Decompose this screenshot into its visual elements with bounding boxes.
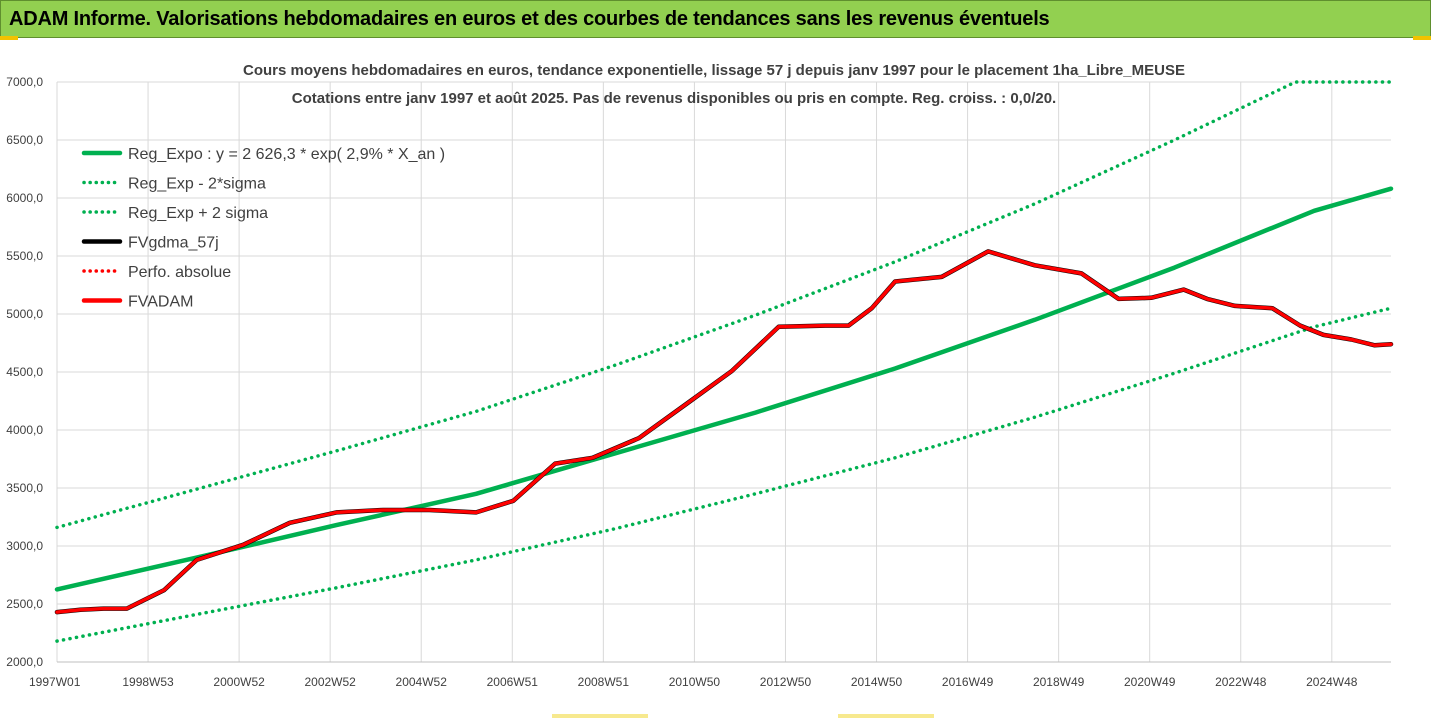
x-tick-label: 1997W01 [29,675,81,689]
x-tick-label: 1998W53 [122,675,174,689]
y-tick-label: 5500,0 [6,249,43,263]
x-tick-label: 2002W52 [304,675,356,689]
x-tick-label: 2014W50 [851,675,903,689]
x-tick-label: 2000W52 [213,675,265,689]
y-tick-label: 7000,0 [6,75,43,89]
series-line-2 [55,80,1393,530]
series-line-3 [54,249,1394,615]
legend-entry: Perfo. absolue [128,264,231,281]
y-tick-label: 3500,0 [6,481,43,495]
legend-entry: FVADAM [128,294,193,311]
x-tick-label: 2012W50 [760,675,812,689]
series-line-1 [55,306,1393,643]
y-axis-ticks: 2000,0 2500,0 3000,0 3500,0 4000,0 4500,0 5000… [6,75,43,669]
y-tick-label: 6500,0 [6,133,43,147]
corner-mark-bottom-left [552,714,648,718]
y-tick-label: 2000,0 [6,655,43,669]
chart-title: Cours moyens hebdomadaires en euros, ten… [243,62,1185,79]
x-tick-label: 2024W48 [1306,675,1358,689]
x-tick-label: 2008W51 [578,675,630,689]
corner-mark-left [0,36,18,40]
series [54,80,1394,643]
x-tick-label: 2016W49 [942,675,994,689]
y-tick-label: 6000,0 [6,191,43,205]
grid [56,81,1391,663]
banner-title: ADAM Informe. Valorisations hebdomadaire… [9,8,1050,30]
corner-mark-bottom-right [838,714,934,718]
y-tick-label: 2500,0 [6,597,43,611]
legend-entry: FVgdma_57j [128,235,219,252]
x-tick-label: 2004W52 [396,675,448,689]
legend-entry: Reg_Exp + 2 sigma [128,205,268,222]
series-line-0 [54,186,1394,592]
corner-mark-right [1413,36,1431,40]
banner: ADAM Informe. Valorisations hebdomadaire… [0,0,1431,38]
y-tick-label: 4500,0 [6,365,43,379]
y-tick-label: 5000,0 [6,307,43,321]
x-tick-label: 2018W49 [1033,675,1085,689]
y-tick-label: 4000,0 [6,423,43,437]
chart-subtitle: Cotations entre janv 1997 et août 2025. … [292,90,1056,107]
x-tick-label: 2010W50 [669,675,721,689]
x-tick-label: 2006W51 [487,675,539,689]
series-line-5 [55,249,1393,614]
legend-entry: Reg_Expo : y = 2 626,3 * exp( 2,9% * X_a… [128,146,445,163]
x-tick-label: 2022W48 [1215,675,1267,689]
legend: Reg_Expo : y = 2 626,3 * exp( 2,9% * X_a… [81,146,445,311]
legend-entry: Reg_Exp - 2*sigma [128,176,266,193]
chart: 2000,0 2500,0 3000,0 3500,0 4000,0 4500,0 5000… [6,62,1394,689]
x-tick-label: 2020W49 [1124,675,1176,689]
y-tick-label: 3000,0 [6,539,43,553]
x-axis-ticks: 1997W01 1998W53 2000W52 2002W52 2004W52 2006W… [29,675,1358,689]
